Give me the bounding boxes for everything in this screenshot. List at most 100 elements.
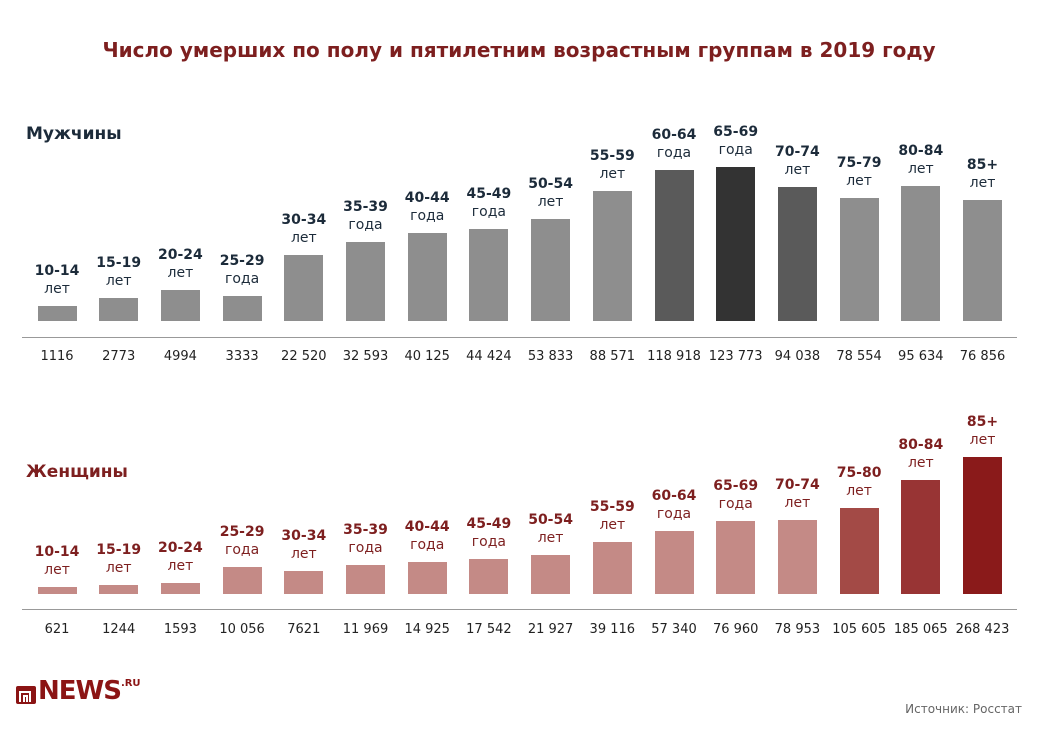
bar [37,587,77,594]
age-range: 30-34 [281,527,327,544]
category-label: 20-24 лет [140,539,220,575]
value-label: 1593 [163,622,197,637]
age-unit: года [656,505,692,522]
category-label: 45-49 года [449,515,529,551]
bar [654,530,694,594]
category-label: 35-39 года [326,521,406,557]
women-axis-line [22,609,1017,610]
age-unit: лет [969,174,996,191]
bar [716,167,756,321]
age-unit: лет [784,161,811,178]
age-range: 60-64 [651,487,697,504]
category-label: 30-34 лет [264,527,344,563]
age-range: 70-74 [775,476,820,493]
bar [407,561,447,594]
bar [777,186,817,321]
value-label: 4994 [163,349,197,364]
age-unit: года [348,216,383,233]
value-label: 17 542 [466,622,512,637]
category-label: 75-80 лет [819,464,899,500]
category-label: 25-29 года [202,523,282,559]
category-label: 75-79 лет [819,154,899,190]
age-range: 65-69 [713,477,759,494]
age-range: 10-14 [34,263,80,280]
age-unit: года [225,542,260,559]
age-range: 10-14 [34,544,80,561]
age-unit: лет [846,173,872,190]
age-unit: лет [907,160,934,177]
age-unit: лет [599,165,626,182]
age-unit: лет [846,483,872,500]
category-label: 10-14 лет [17,262,97,298]
age-range: 65-69 [713,124,759,140]
category-label: 60-64 года [634,126,714,162]
value-label: 32 593 [342,349,389,364]
age-range: 80-84 [898,437,944,454]
age-unit: лет [167,558,194,575]
age-range: 25-29 [219,524,265,541]
age-range: 85+ [966,414,999,430]
age-unit: года [471,533,506,550]
bar [531,554,571,594]
value-label: 3333 [225,349,259,364]
bar [654,170,694,321]
category-label: 55-59 лет [572,147,652,183]
bar [716,520,756,594]
value-label: 105 605 [832,622,886,637]
age-range: 25-29 [219,252,265,269]
bar [160,290,200,321]
bar [901,480,941,594]
bar [469,558,509,594]
category-label: 80-84 лет [881,142,961,178]
age-unit: года [348,540,383,557]
age-unit: лет [907,455,934,472]
category-label: 65-69 года [696,477,776,513]
category-label: 60-64 года [634,487,714,523]
category-label: 85+ лет [943,413,1023,449]
age-range: 40-44 [404,190,450,207]
age-unit: года [718,142,753,158]
value-label: 11 969 [342,622,389,637]
age-unit: лет [537,194,564,211]
bar [592,190,632,321]
age-range: 75-79 [836,155,882,172]
bar [839,508,879,594]
age-unit: лет [537,529,564,546]
age-range: 45-49 [466,185,512,202]
category-label: 25-29 года [202,252,282,288]
age-unit: года [225,270,260,287]
age-range: 40-44 [404,518,450,535]
category-label: 35-39 года [326,198,406,234]
value-label: 95 634 [898,349,944,364]
age-unit: лет [167,265,194,282]
category-label: 50-54 лет [511,511,591,547]
value-label: 22 520 [281,349,327,364]
value-label: 1244 [102,622,136,637]
bar [222,295,262,321]
value-label: 88 571 [589,349,636,364]
age-range: 85+ [966,156,999,173]
age-unit: лет [290,545,317,562]
bar [346,565,385,594]
value-label: 94 038 [774,349,821,364]
value-label: 621 [44,622,70,637]
age-range: 75-80 [836,465,882,482]
value-label: 40 125 [404,349,450,364]
bar [963,199,1002,321]
age-unit: года [718,495,753,512]
bar [901,185,941,321]
age-range: 15-19 [96,541,142,558]
bar [469,228,509,321]
bar [592,541,632,594]
value-label: 123 773 [708,349,763,364]
age-unit: лет [290,230,317,247]
category-label: 85+ лет [943,156,1023,192]
source-note: Источник: Росстат [905,702,1022,716]
age-range: 55-59 [589,498,635,515]
age-range: 55-59 [589,147,635,164]
age-unit: лет [105,272,132,289]
age-unit: года [410,536,445,553]
bar [99,584,139,594]
age-unit: года [656,145,692,162]
age-range: 50-54 [528,511,573,528]
